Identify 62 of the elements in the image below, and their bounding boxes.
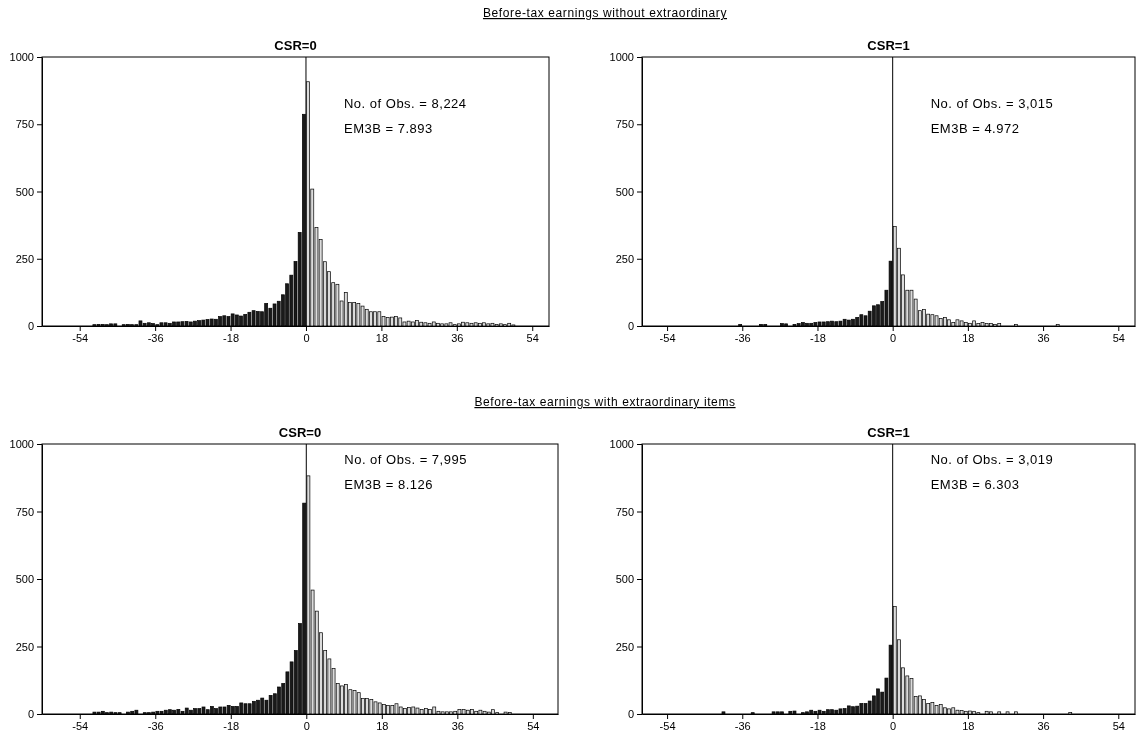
x-tick-label: 54 — [1112, 331, 1125, 344]
y-tick-label: 500 — [615, 573, 634, 586]
x-tick-label: 18 — [376, 719, 389, 732]
x-tick-label: 0 — [890, 719, 897, 732]
x-tick-label: 54 — [526, 331, 539, 344]
y-tick-label: 750 — [615, 505, 634, 518]
x-tick-label: 36 — [451, 331, 464, 344]
y-tick-label: 500 — [15, 573, 34, 586]
x-tick-label: -18 — [810, 719, 826, 732]
y-tick-label: 1000 — [9, 438, 34, 451]
x-tick-label: 18 — [962, 719, 975, 732]
annotation: EM3B = 4.972 — [930, 121, 1020, 136]
annotation: No. of Obs. = 3,019 — [930, 452, 1054, 467]
chart-title: CSR=0 — [278, 425, 322, 440]
annotation: EM3B = 6.303 — [930, 477, 1020, 492]
chart-title: CSR=1 — [867, 425, 910, 440]
y-tick-label: 250 — [15, 252, 34, 265]
x-tick-label: -36 — [734, 331, 751, 344]
annotation: EM3B = 8.126 — [344, 477, 434, 492]
y-tick-label: 250 — [615, 640, 634, 653]
x-tick-label: -18 — [223, 719, 240, 732]
y-tick-label: 0 — [627, 320, 634, 333]
x-tick-label: 54 — [527, 719, 540, 732]
text: Before-tax earnings without extraordinary — [482, 6, 728, 20]
y-tick-label: 750 — [15, 118, 34, 131]
x-tick-label: 18 — [962, 331, 975, 344]
x-tick-label: 0 — [303, 331, 310, 344]
x-tick-label: 54 — [1112, 719, 1125, 732]
y-tick-label: 750 — [15, 505, 34, 518]
y-tick-label: 0 — [27, 320, 34, 333]
y-tick-label: 1000 — [609, 51, 634, 64]
x-tick-label: -36 — [147, 331, 164, 344]
y-tick-label: 0 — [627, 708, 634, 721]
x-tick-label: -54 — [72, 719, 89, 732]
x-tick-label: -36 — [734, 719, 751, 732]
x-tick-label: -54 — [659, 719, 676, 732]
x-tick-label: 0 — [303, 719, 310, 732]
x-tick-label: 36 — [451, 719, 464, 732]
y-tick-label: 1000 — [609, 438, 634, 451]
x-tick-label: -54 — [659, 331, 676, 344]
y-tick-label: 250 — [615, 252, 634, 265]
x-tick-label: -36 — [147, 719, 164, 732]
y-tick-label: 500 — [15, 185, 34, 198]
x-tick-label: 36 — [1037, 331, 1050, 344]
y-tick-label: 0 — [27, 708, 34, 721]
x-tick-label: 36 — [1037, 719, 1050, 732]
y-tick-label: 750 — [615, 118, 634, 131]
chart-title: CSR=0 — [274, 38, 317, 53]
y-tick-label: 1000 — [9, 51, 34, 64]
annotation: No. of Obs. = 7,995 — [344, 452, 467, 467]
chart-title: CSR=1 — [867, 38, 910, 53]
x-tick-label: -18 — [223, 331, 240, 344]
x-tick-label: -18 — [810, 331, 826, 344]
x-tick-label: 18 — [375, 331, 389, 344]
annotation: No. of Obs. = 3,015 — [930, 96, 1054, 111]
y-tick-label: 250 — [15, 640, 34, 653]
annotation: EM3B = 7.893 — [343, 121, 433, 136]
text: Before-tax earnings with extraordinary items — [474, 395, 736, 409]
x-tick-label: 0 — [890, 331, 897, 344]
y-tick-label: 500 — [615, 185, 634, 198]
annotation: No. of Obs. = 8,224 — [343, 96, 467, 111]
x-tick-label: -54 — [72, 331, 89, 344]
